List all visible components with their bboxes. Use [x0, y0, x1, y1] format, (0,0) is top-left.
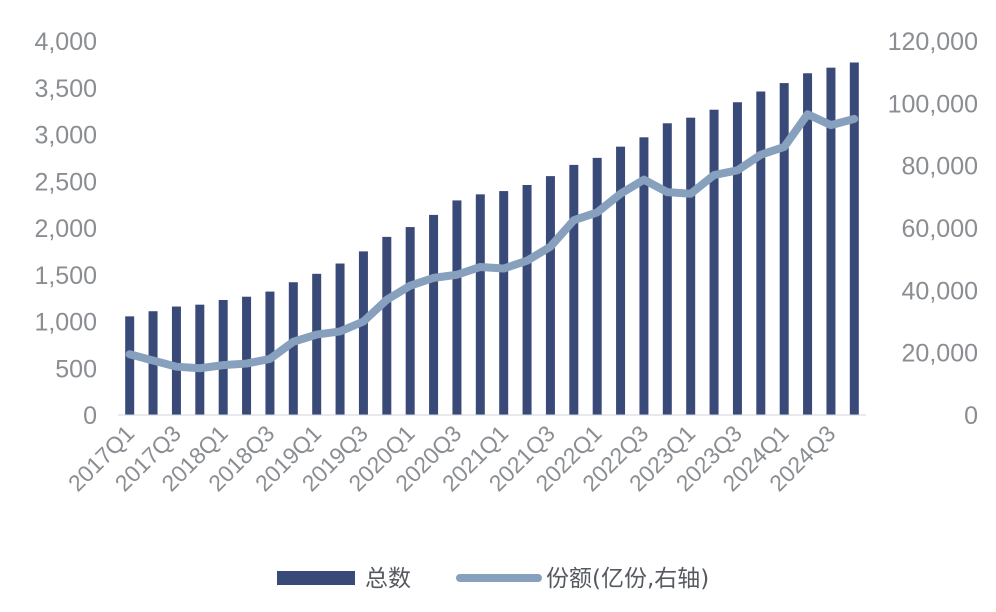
bar-2023Q4	[756, 91, 766, 416]
left-tick-label: 3,500	[34, 75, 97, 103]
right-tick-label: 60,000	[902, 215, 978, 243]
legend: 总数 份额(亿份,右轴)	[277, 566, 709, 592]
bar-2018Q2	[242, 296, 252, 415]
bar-2021Q4	[569, 164, 579, 415]
bar-2019Q1	[312, 273, 322, 415]
bar-2021Q3	[545, 176, 555, 415]
left-tick-label: 500	[55, 355, 97, 383]
bar-2024Q1	[779, 83, 789, 415]
bar-2022Q1	[592, 157, 602, 416]
bar-2018Q3	[265, 291, 275, 415]
bar-2022Q4	[662, 123, 672, 415]
bar-2020Q1	[405, 227, 415, 415]
bar-2024Q2	[803, 73, 813, 415]
bar-2019Q4	[382, 236, 392, 415]
legend-label-line: 份额(亿份,右轴)	[546, 566, 709, 592]
bar-2023Q2	[709, 109, 719, 415]
x-axis-ticks: 2017Q12017Q32018Q12018Q32019Q12019Q32020…	[63, 420, 841, 496]
bar-2019Q2	[335, 263, 345, 415]
right-tick-label: 20,000	[902, 340, 978, 368]
right-tick-label: 0	[964, 402, 978, 430]
bar-2023Q1	[686, 117, 696, 416]
bar-2020Q4	[475, 194, 485, 415]
left-tick-label: 4,000	[34, 28, 97, 56]
left-tick-label: 2,500	[34, 168, 97, 196]
bar-2021Q2	[522, 184, 532, 415]
line-path	[125, 110, 859, 373]
bar-2017Q3	[171, 306, 181, 415]
bar-2020Q3	[452, 200, 462, 415]
bar-2022Q3	[639, 137, 649, 415]
legend-swatch-bar	[277, 571, 355, 585]
left-axis-ticks: 0 500 1,000 1,500 2,000 2,500 3,000 3,500 4,000	[34, 28, 97, 430]
line-series	[125, 110, 859, 373]
right-axis-ticks: 0 20,000 40,000 60,000 80,000 100,000 120,000	[888, 28, 978, 430]
bar-2021Q1	[499, 191, 509, 415]
bar-2023Q3	[732, 102, 742, 416]
left-tick-label: 2,000	[34, 215, 97, 243]
right-tick-label: 120,000	[888, 28, 978, 56]
bar-2017Q4	[195, 304, 205, 415]
left-tick-label: 0	[83, 402, 97, 430]
bar-2024Q3	[826, 67, 836, 416]
bar-2020Q2	[429, 214, 439, 415]
left-tick-label: 1,000	[34, 309, 97, 337]
bar-2018Q4	[288, 282, 298, 415]
bar-2017Q1	[125, 316, 135, 415]
bar-2018Q1	[218, 300, 228, 415]
left-tick-label: 3,000	[34, 122, 97, 150]
bar-2024Q4	[849, 62, 859, 415]
right-tick-label: 100,000	[888, 90, 978, 118]
bar-series	[125, 62, 859, 416]
right-tick-label: 40,000	[902, 277, 978, 305]
right-tick-label: 80,000	[902, 153, 978, 181]
left-tick-label: 1,500	[34, 262, 97, 290]
bar-2022Q2	[616, 146, 626, 415]
bar-2019Q3	[358, 251, 368, 416]
legend-label-bar: 总数	[365, 566, 411, 592]
